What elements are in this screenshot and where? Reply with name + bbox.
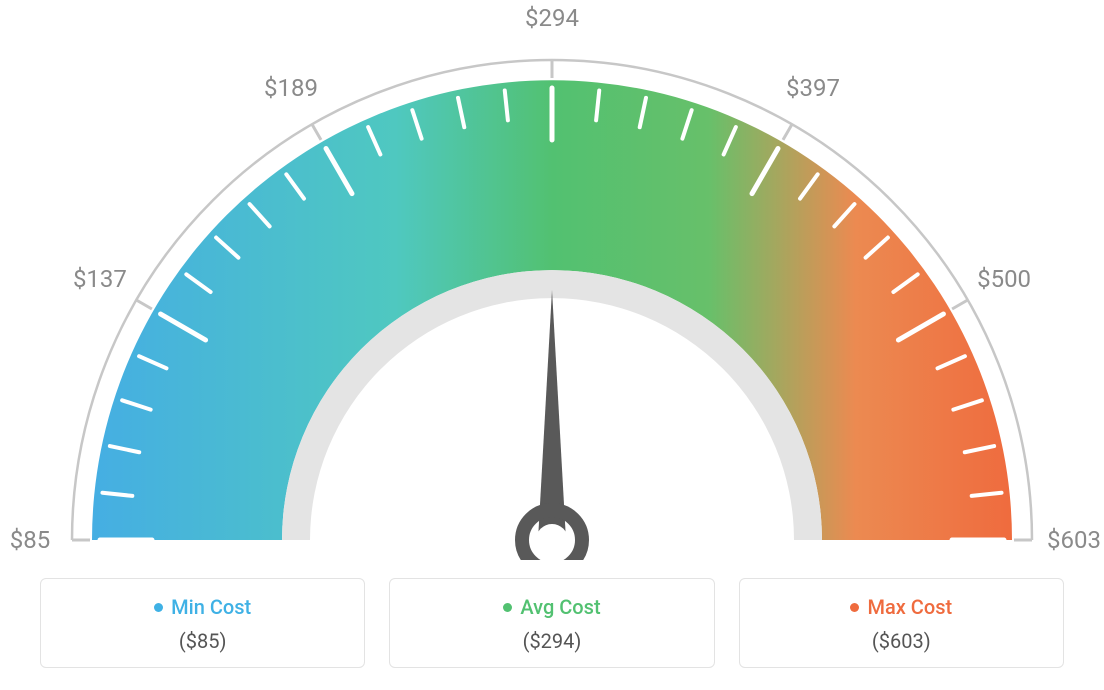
gauge-tick-label: $603 xyxy=(1047,526,1101,554)
dot-icon xyxy=(503,603,512,612)
legend-value-max: ($603) xyxy=(750,629,1053,653)
gauge-tick-label: $189 xyxy=(264,74,318,102)
legend-value-min: ($85) xyxy=(51,629,354,653)
gauge-tick-label: $397 xyxy=(786,74,840,102)
gauge-tick-label: $85 xyxy=(10,526,50,554)
legend-title-max: Max Cost xyxy=(850,595,952,619)
legend-title-min: Min Cost xyxy=(154,595,251,619)
gauge-tick-label: $500 xyxy=(977,265,1031,293)
legend-label: Min Cost xyxy=(171,595,251,619)
dot-icon xyxy=(850,603,859,612)
legend-card-min: Min Cost ($85) xyxy=(40,578,365,668)
legend-card-avg: Avg Cost ($294) xyxy=(389,578,714,668)
legend-label: Avg Cost xyxy=(520,595,600,619)
gauge-svg xyxy=(0,0,1104,560)
legend-card-max: Max Cost ($603) xyxy=(739,578,1064,668)
cost-gauge-chart: $85 $137 $189 $294 $397 $500 $603 xyxy=(0,0,1104,560)
legend-row: Min Cost ($85) Avg Cost ($294) Max Cost … xyxy=(40,578,1064,668)
legend-value-avg: ($294) xyxy=(400,629,703,653)
legend-title-avg: Avg Cost xyxy=(503,595,600,619)
gauge-tick-label: $294 xyxy=(525,4,579,32)
gauge-tick-label: $137 xyxy=(73,265,127,293)
dot-icon xyxy=(154,603,163,612)
legend-label: Max Cost xyxy=(867,595,952,619)
